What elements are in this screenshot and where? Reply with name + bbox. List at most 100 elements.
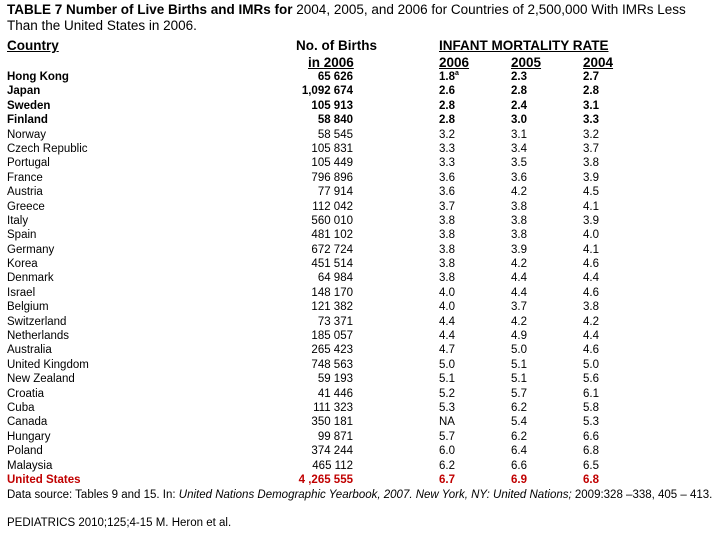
imr-2004-cell: 3.9 — [583, 171, 599, 184]
imr-2006-cell: 6.0 — [439, 445, 455, 458]
imr-2006-cell: 3.7 — [439, 200, 455, 213]
births-cell: 185 057 — [311, 330, 353, 343]
imr-2005-cell: 3.8 — [511, 229, 527, 242]
births-cell: 148 170 — [311, 286, 353, 299]
births-cell: 111 323 — [313, 401, 353, 414]
imr-2004-cell: 4.6 — [583, 286, 599, 299]
imr-2005-cell: 5.4 — [511, 416, 527, 429]
table-row: Norway 58 545 3.2 3.1 3.2 — [0, 128, 720, 142]
births-cell: 672 724 — [311, 243, 353, 256]
births-cell: 58 545 — [317, 128, 353, 141]
imr-2004-cell: 4.1 — [583, 243, 599, 256]
births-cell: 64 984 — [317, 272, 353, 285]
imr-2004-cell: 5.0 — [583, 358, 599, 371]
imr-2005-cell: 3.8 — [511, 200, 527, 213]
imr-2006-cell: 6.2 — [439, 459, 455, 472]
table-row: New Zealand 59 193 5.1 5.1 5.6 — [0, 372, 720, 386]
imr-2006-cell: 4.0 — [439, 286, 455, 299]
imr-2005-cell: 4.4 — [511, 272, 527, 285]
imr-2005-cell: 3.7 — [511, 301, 527, 314]
births-cell: 465 112 — [312, 459, 353, 472]
imr-2005-cell: 6.2 — [511, 401, 527, 414]
births-cell: 350 181 — [311, 416, 353, 429]
country-cell: Cuba — [7, 401, 35, 414]
imr-2004-cell: 4.4 — [583, 330, 599, 343]
imr-2005-cell: 2.4 — [511, 99, 527, 112]
births-cell: 560 010 — [311, 214, 353, 227]
imr-2006-cell: 5.3 — [439, 401, 455, 414]
imr-2006-cell: 3.6 — [439, 171, 455, 184]
country-cell: Korea — [7, 258, 38, 271]
imr-2006-cell: 2.8 — [439, 114, 455, 127]
imr-2005-cell: 3.1 — [511, 128, 527, 141]
imr-2006-cell: 3.8 — [439, 229, 455, 242]
births-cell: 59 193 — [317, 373, 353, 386]
imr-2006-cell: 3.8 — [439, 258, 455, 271]
imr-2005-cell: 3.4 — [511, 142, 527, 155]
country-cell: France — [7, 171, 43, 184]
country-cell: Netherlands — [7, 330, 70, 343]
imr-2006-cell: 3.6 — [439, 186, 455, 199]
imr-2006-cell: 4.4 — [439, 330, 455, 343]
imr-2004-cell: 4.5 — [583, 186, 599, 199]
citation: PEDIATRICS 2010;125;4-15 M. Heron et al. — [7, 517, 232, 529]
imr-2005-cell: 6.4 — [511, 445, 527, 458]
table-row: Hong Kong 65 626 1.8a 2.3 2.7 — [0, 70, 720, 84]
table-row: Japan 1,092 674 2.6 2.8 2.8 — [0, 84, 720, 98]
imr-2004-cell: 2.7 — [583, 71, 599, 83]
table-title: TABLE 7 Number of Live Births and IMRs f… — [7, 2, 715, 34]
imr-2005-cell: 5.7 — [511, 387, 527, 400]
imr-2004-cell: 3.2 — [583, 128, 599, 141]
imr-2004-cell: 5.6 — [583, 373, 599, 386]
births-cell: 374 244 — [311, 445, 353, 458]
table-row: Israel 148 170 4.0 4.4 4.6 — [0, 286, 720, 300]
imr-2005-cell: 6.9 — [511, 473, 527, 486]
country-cell: Italy — [7, 214, 29, 227]
imr-2006-cell: 4.0 — [439, 301, 455, 314]
country-cell: Czech Republic — [7, 142, 88, 155]
imr-2004-cell: 4.4 — [583, 272, 599, 285]
country-cell: New Zealand — [7, 373, 75, 386]
country-cell: Malaysia — [7, 459, 53, 472]
table-row: Croatia 41 446 5.2 5.7 6.1 — [0, 387, 720, 401]
imr-2006-cell: 6.7 — [439, 473, 455, 486]
country-cell: Spain — [7, 229, 37, 242]
imr-2006-cell: 5.1 — [439, 373, 455, 386]
table-title-rest: 2004, 2005, and 2006 for Countries of 2,… — [7, 2, 686, 33]
country-cell: Croatia — [7, 387, 45, 400]
country-cell: Hong Kong — [7, 71, 69, 83]
table-title-bold: TABLE 7 Number of Live Births and IMRs f… — [7, 2, 293, 17]
table-row: Germany 672 724 3.8 3.9 4.1 — [0, 243, 720, 257]
imr-2006-cell: 3.3 — [439, 157, 455, 170]
births-cell: 73 371 — [317, 315, 353, 328]
table-row: Netherlands 185 057 4.4 4.9 4.4 — [0, 329, 720, 343]
country-cell: Finland — [7, 114, 48, 127]
imr-2006-cell: 2.6 — [439, 85, 455, 98]
imr-2004-cell: 6.5 — [583, 459, 599, 472]
table-row: Greece 112 042 3.7 3.8 4.1 — [0, 200, 720, 214]
country-cell: Poland — [7, 445, 43, 458]
imr-2006-cell: 1.8a — [439, 70, 459, 83]
country-cell: Canada — [7, 416, 48, 429]
births-cell: 105 831 — [311, 142, 353, 155]
births-cell: 265 423 — [311, 344, 353, 357]
imr-2005-cell: 4.2 — [511, 258, 527, 271]
country-cell: Japan — [7, 85, 41, 98]
imr-2005-cell: 4.2 — [511, 315, 527, 328]
country-cell: Germany — [7, 243, 55, 256]
imr-2004-cell: 4.1 — [583, 200, 599, 213]
imr-2006-cell: 3.8 — [439, 214, 455, 227]
header-country: Country — [7, 38, 59, 53]
imr-2005-cell: 5.1 — [511, 358, 527, 371]
header-births: No. of Births — [296, 38, 377, 53]
imr-2004-cell: 2.8 — [583, 85, 599, 98]
table-row: Poland 374 244 6.0 6.4 6.8 — [0, 444, 720, 458]
header-year-2005: 2005 — [511, 55, 542, 70]
births-cell: 99 871 — [317, 430, 353, 443]
country-cell: Hungary — [7, 430, 51, 443]
imr-2004-cell: 3.9 — [583, 214, 599, 227]
imr-2004-cell: 5.3 — [583, 416, 599, 429]
imr-2006-cell: 5.2 — [439, 387, 455, 400]
imr-2006-cell: NA — [439, 416, 455, 429]
